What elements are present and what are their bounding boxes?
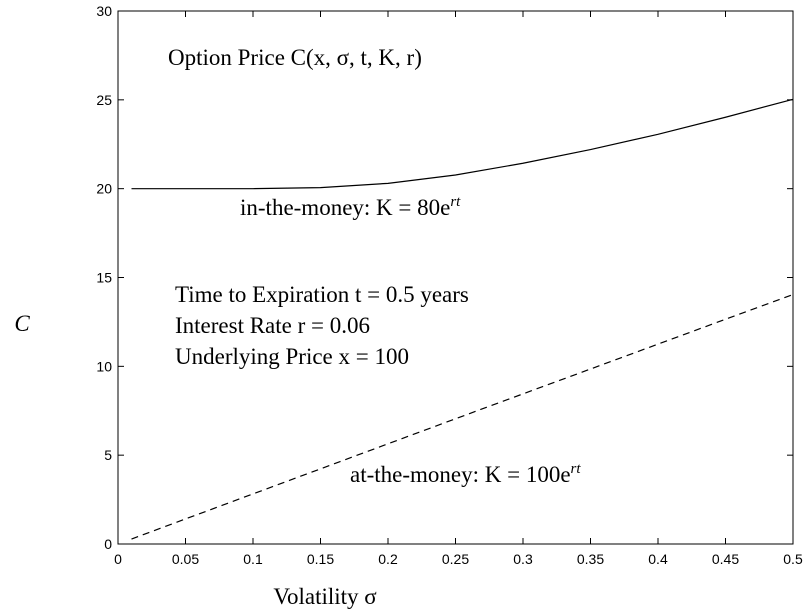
annotation-text: Interest Rate r = 0.06 [175, 313, 370, 338]
x-tick-label: 0.45 [712, 551, 739, 567]
chart-title: Option Price C(x, σ, t, K, r) [168, 45, 422, 70]
x-axis-label: Volatility σ [273, 584, 377, 609]
y-tick-label: 10 [96, 358, 112, 374]
annotation: in-the-money: K = 80ert [240, 194, 461, 220]
annotation-text: at-the-money: K = 100e [350, 462, 571, 487]
annotation-text: in-the-money: K = 80e [240, 195, 450, 220]
x-tick-label: 0.25 [442, 551, 469, 567]
y-tick-label: 0 [104, 536, 112, 552]
x-tick-label: 0.1 [243, 551, 263, 567]
annotation: Time to Expiration t = 0.5 years [175, 282, 469, 307]
annotation: at-the-money: K = 100ert [350, 461, 581, 487]
x-tick-label: 0.05 [172, 551, 199, 567]
line-series [131, 98, 794, 190]
y-axis-label: C [14, 311, 30, 336]
annotation-superscript: rt [571, 461, 582, 477]
y-tick-label: 15 [96, 270, 112, 286]
x-tick-label: 0.15 [307, 551, 334, 567]
annotation-text: Time to Expiration t = 0.5 years [175, 282, 469, 307]
x-tick-label: 0 [114, 551, 122, 567]
x-tick-label: 0.5 [783, 551, 803, 567]
y-tick-label: 30 [96, 3, 112, 19]
x-tick-label: 0.35 [577, 551, 604, 567]
y-tick-label: 20 [96, 181, 112, 197]
x-tick-label: 0.2 [378, 551, 398, 567]
x-tick-label: 0.4 [648, 551, 668, 567]
y-tick-label: 25 [96, 92, 112, 108]
annotation-superscript: rt [450, 194, 461, 210]
annotation-text: Underlying Price x = 100 [175, 344, 409, 369]
annotation: Interest Rate r = 0.06 [175, 313, 370, 338]
annotation: Underlying Price x = 100 [175, 344, 409, 369]
y-tick-label: 5 [104, 447, 112, 463]
x-tick-label: 0.3 [513, 551, 533, 567]
